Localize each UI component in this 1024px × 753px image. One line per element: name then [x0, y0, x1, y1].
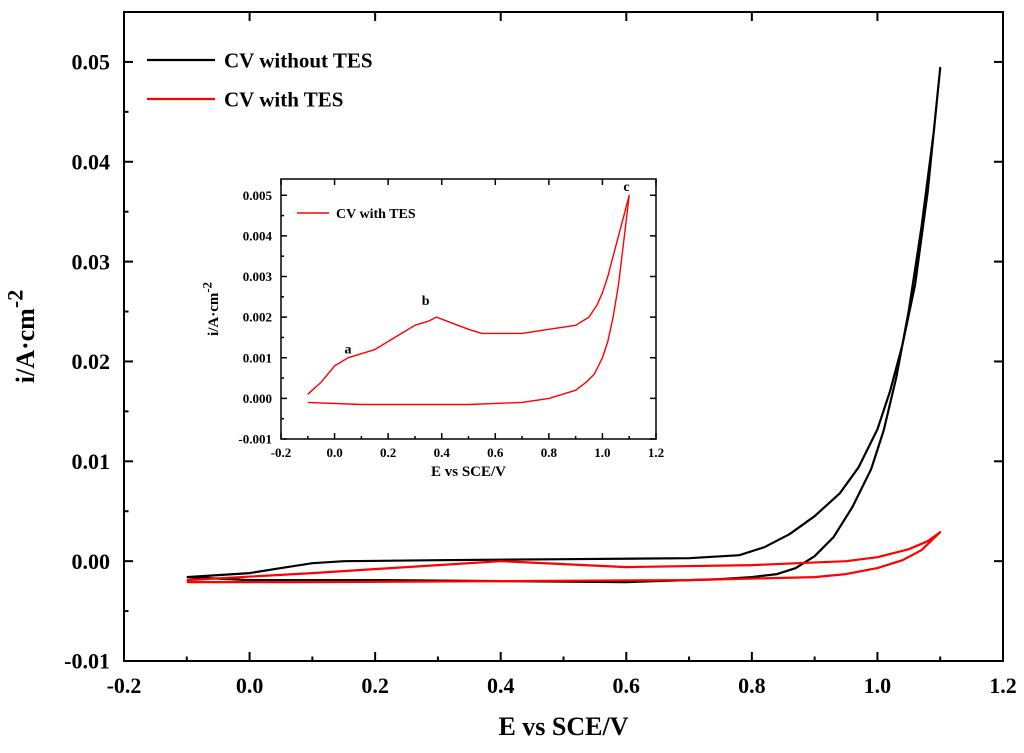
inset-y-tick-label: 0.004 — [243, 228, 273, 243]
inset-x-tick-label: -0.2 — [271, 445, 292, 460]
inset-annotation-a: a — [344, 343, 351, 358]
main-series-line-0 — [186, 66, 942, 584]
main-x-axis-title: E vs SCE/V — [498, 712, 628, 741]
main-x-tick-label: 0.4 — [487, 673, 515, 698]
main-series-line-1 — [186, 531, 942, 584]
inset-y-tick-label: 0.000 — [243, 391, 272, 406]
inset-x-tick-label: 0.8 — [541, 445, 558, 460]
inset-x-tick-label: 0.0 — [326, 445, 342, 460]
inset-x-tick-label: 1.2 — [648, 445, 664, 460]
main-y-tick-label: 0.02 — [72, 349, 111, 374]
main-y-tick-label: 0.05 — [72, 50, 111, 75]
inset-annotation-c: c — [623, 180, 629, 195]
main-x-tick-label: 1.2 — [989, 673, 1017, 698]
main-y-tick-label: 0.03 — [72, 249, 111, 274]
main-x-tick-label: 0.0 — [236, 673, 264, 698]
inset-y-tick-label: 0.003 — [243, 269, 273, 284]
main-y-tick-label: 0.00 — [72, 549, 111, 574]
inset-x-tick-label: 0.6 — [487, 445, 504, 460]
inset-plot-group: -0.2 0.0 0.2 0.4 0.6 0.8 1.0 1.2 -0.001 0.000 0.00… — [200, 178, 664, 480]
inset-legend-label-0: CV with TES — [336, 207, 416, 222]
main-x-tick-label: 0.6 — [613, 673, 641, 698]
inset-y-axis-title: i/A·cm-2 — [200, 282, 222, 336]
main-y-axis-title-main: i/A·cm — [11, 308, 40, 383]
inset-y-tick-label: 0.001 — [243, 350, 272, 365]
inset-annotation-b: b — [422, 294, 430, 309]
main-y-tick-label: 0.01 — [72, 449, 111, 474]
main-legend-label-0: CV without TES — [224, 48, 373, 72]
inset-x-axis-title: E vs SCE/V — [431, 464, 506, 480]
main-y-axis-title: i/A·cm-2 — [2, 290, 40, 384]
main-legend-label-1: CV with TES — [224, 87, 343, 111]
inset-x-tick-label: 0.2 — [380, 445, 396, 460]
inset-y-tick-label: 0.005 — [243, 188, 273, 203]
main-y-axis-title-exp: -2 — [2, 290, 27, 308]
main-y-tick-label: -0.01 — [64, 649, 110, 674]
main-x-tick-label: 0.2 — [361, 673, 389, 698]
inset-y-axis-title-main: i/A·cm — [206, 292, 222, 336]
main-x-tick-label: 0.8 — [738, 673, 766, 698]
inset-plot-frame — [280, 178, 657, 440]
inset-y-tick-label: -0.001 — [238, 432, 272, 447]
main-x-tick-label: -0.2 — [107, 673, 142, 698]
inset-x-tick-label: 0.4 — [434, 445, 451, 460]
main-x-tick-label: 1.0 — [864, 673, 892, 698]
inset-y-tick-label: 0.002 — [243, 310, 272, 325]
inset-x-tick-label: 1.0 — [594, 445, 610, 460]
main-y-tick-label: 0.04 — [72, 149, 111, 174]
inset-y-axis-title-exp: -2 — [200, 282, 214, 293]
inset-series-line-0 — [307, 194, 630, 406]
